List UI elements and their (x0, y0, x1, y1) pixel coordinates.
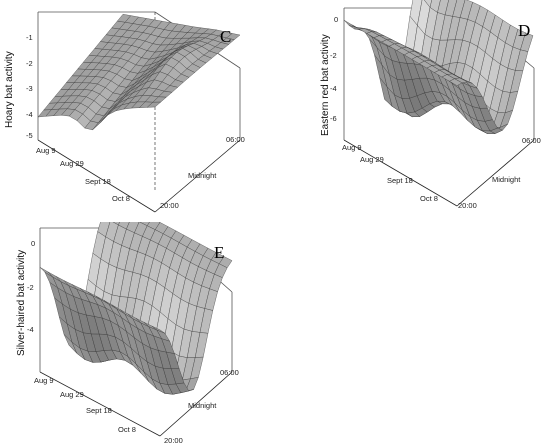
z-tick: -4 (27, 325, 34, 334)
surface-plot-e: Silver-haired bat activity 0 -2 -4 Aug 9… (16, 222, 239, 445)
time-tick: Midnight (188, 401, 217, 410)
surface-plot-c: Hoary bat activity -1 -2 -3 -4 -5 Aug 9 … (4, 11, 245, 213)
z-tick: -4 (26, 110, 33, 119)
z-tick: 0 (31, 239, 35, 248)
z-tick: -2 (27, 283, 34, 292)
surface-facet (449, 78, 463, 86)
z-tick: -2 (330, 51, 337, 60)
z-tick: -5 (26, 131, 33, 140)
time-tick: 06:00 (220, 368, 239, 377)
time-tick: 20:00 (458, 201, 477, 210)
time-tick: 06:00 (522, 136, 541, 145)
date-tick: Sept 18 (86, 406, 112, 415)
date-tick: Aug 29 (60, 390, 84, 399)
panel-letter: D (518, 21, 530, 40)
date-tick: Aug 29 (60, 159, 84, 168)
surface-mesh-c (37, 14, 241, 131)
z-tick: -1 (26, 33, 33, 42)
axis-lines (343, 139, 535, 207)
z-tick: -3 (26, 84, 33, 93)
surface-mesh-e (39, 222, 233, 395)
date-tick: Aug 9 (34, 376, 54, 385)
time-tick: 06:00 (226, 135, 245, 144)
z-tick: -2 (26, 59, 33, 68)
z-axis-label: Hoary bat activity (4, 51, 15, 128)
date-tick: Sept 18 (85, 177, 111, 186)
surface-plot-d: Eastern red bat activity 0 -2 -4 -6 Aug … (320, 0, 541, 210)
surface-facet (151, 325, 165, 334)
time-tick: Midnight (188, 171, 217, 180)
z-tick: -6 (330, 114, 337, 123)
date-tick: Oct 8 (118, 425, 136, 434)
panel-letter: C (220, 27, 231, 46)
panel-c: Hoary bat activity -1 -2 -3 -4 -5 Aug 9 … (0, 0, 272, 222)
time-tick: Midnight (492, 175, 521, 184)
date-tick: Aug 29 (360, 155, 384, 164)
z-axis-label: Eastern red bat activity (320, 34, 331, 136)
date-tick: Oct 8 (112, 194, 130, 203)
time-tick: 20:00 (160, 201, 179, 210)
date-tick: Aug 9 (36, 146, 56, 155)
date-tick: Aug 9 (342, 143, 362, 152)
panel-letter: E (214, 243, 224, 262)
z-axis-label: Silver-haired bat activity (16, 250, 27, 356)
time-tick: 20:00 (164, 436, 183, 445)
z-tick: -4 (330, 84, 337, 93)
axis-lines (37, 139, 241, 213)
surface-mesh-d (343, 0, 534, 134)
date-tick: Sept 18 (387, 176, 413, 185)
surface-facet (146, 101, 162, 108)
panel-d: Eastern red bat activity 0 -2 -4 -6 Aug … (272, 0, 550, 222)
axis-lines (39, 371, 233, 437)
date-tick: Oct 8 (420, 194, 438, 203)
z-tick: 0 (334, 15, 338, 24)
panel-e: Silver-haired bat activity 0 -2 -4 Aug 9… (0, 222, 272, 446)
